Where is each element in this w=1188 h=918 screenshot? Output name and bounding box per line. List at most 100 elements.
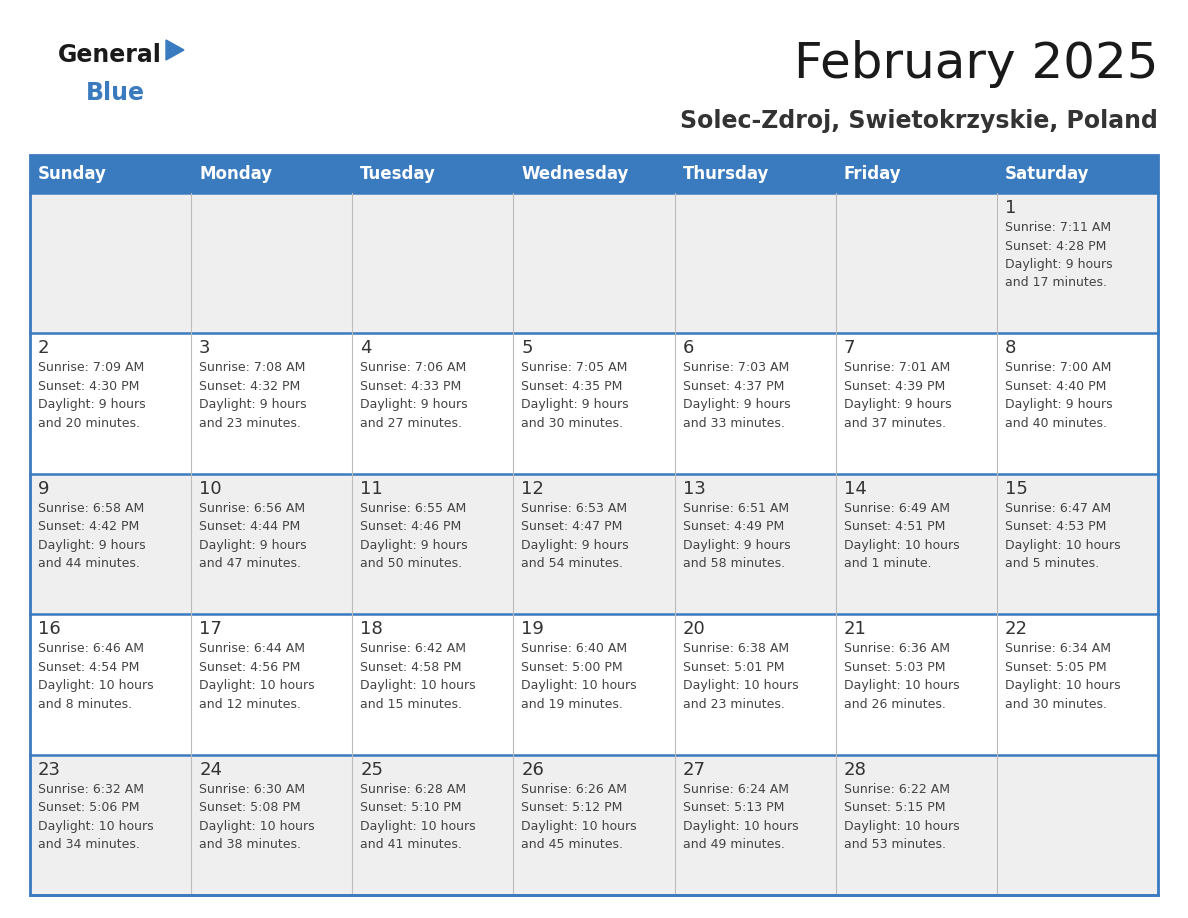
Bar (835, 333, 997, 474)
Bar (30, 755, 191, 895)
Bar (30, 155, 191, 193)
Bar (30, 155, 1158, 895)
Text: Sunrise: 6:34 AM
Sunset: 5:05 PM
Daylight: 10 hours
and 30 minutes.: Sunrise: 6:34 AM Sunset: 5:05 PM Dayligh… (1005, 643, 1120, 711)
Text: 23: 23 (38, 761, 61, 778)
Text: Sunrise: 6:42 AM
Sunset: 4:58 PM
Daylight: 10 hours
and 15 minutes.: Sunrise: 6:42 AM Sunset: 4:58 PM Dayligh… (360, 643, 476, 711)
Text: Sunrise: 7:11 AM
Sunset: 4:28 PM
Daylight: 9 hours
and 17 minutes.: Sunrise: 7:11 AM Sunset: 4:28 PM Dayligh… (1005, 221, 1112, 289)
Text: 26: 26 (522, 761, 544, 778)
Text: Wednesday: Wednesday (522, 165, 628, 183)
Text: 25: 25 (360, 761, 384, 778)
Text: 8: 8 (1005, 340, 1016, 357)
Bar (675, 193, 835, 333)
Polygon shape (166, 40, 184, 60)
Bar (30, 193, 191, 333)
Bar (835, 755, 997, 895)
Text: 17: 17 (200, 621, 222, 638)
Bar (353, 155, 513, 193)
Text: Sunrise: 6:46 AM
Sunset: 4:54 PM
Daylight: 10 hours
and 8 minutes.: Sunrise: 6:46 AM Sunset: 4:54 PM Dayligh… (38, 643, 153, 711)
Text: Friday: Friday (843, 165, 902, 183)
Text: Sunrise: 6:49 AM
Sunset: 4:51 PM
Daylight: 10 hours
and 1 minute.: Sunrise: 6:49 AM Sunset: 4:51 PM Dayligh… (843, 502, 960, 570)
Bar (30, 474, 191, 614)
Text: 7: 7 (843, 340, 855, 357)
Bar (835, 155, 997, 193)
Text: Monday: Monday (200, 165, 272, 183)
Text: Tuesday: Tuesday (360, 165, 436, 183)
Bar (191, 474, 353, 614)
Text: Sunrise: 6:47 AM
Sunset: 4:53 PM
Daylight: 10 hours
and 5 minutes.: Sunrise: 6:47 AM Sunset: 4:53 PM Dayligh… (1005, 502, 1120, 570)
Bar (675, 155, 835, 193)
Bar (191, 333, 353, 474)
Text: 14: 14 (843, 480, 866, 498)
Text: Sunrise: 6:53 AM
Sunset: 4:47 PM
Daylight: 9 hours
and 54 minutes.: Sunrise: 6:53 AM Sunset: 4:47 PM Dayligh… (522, 502, 630, 570)
Text: Blue: Blue (86, 81, 145, 105)
Bar (835, 474, 997, 614)
Bar (191, 755, 353, 895)
Bar (513, 333, 675, 474)
Text: Sunrise: 7:08 AM
Sunset: 4:32 PM
Daylight: 9 hours
and 23 minutes.: Sunrise: 7:08 AM Sunset: 4:32 PM Dayligh… (200, 362, 307, 430)
Bar (675, 474, 835, 614)
Text: Saturday: Saturday (1005, 165, 1089, 183)
Text: Sunrise: 7:00 AM
Sunset: 4:40 PM
Daylight: 9 hours
and 40 minutes.: Sunrise: 7:00 AM Sunset: 4:40 PM Dayligh… (1005, 362, 1112, 430)
Text: Sunrise: 6:56 AM
Sunset: 4:44 PM
Daylight: 9 hours
and 47 minutes.: Sunrise: 6:56 AM Sunset: 4:44 PM Dayligh… (200, 502, 307, 570)
Bar (997, 755, 1158, 895)
Text: 15: 15 (1005, 480, 1028, 498)
Bar (353, 614, 513, 755)
Text: General: General (58, 43, 162, 67)
Text: 6: 6 (683, 340, 694, 357)
Text: Sunrise: 6:51 AM
Sunset: 4:49 PM
Daylight: 9 hours
and 58 minutes.: Sunrise: 6:51 AM Sunset: 4:49 PM Dayligh… (683, 502, 790, 570)
Bar (353, 474, 513, 614)
Bar (835, 193, 997, 333)
Text: 12: 12 (522, 480, 544, 498)
Text: 20: 20 (683, 621, 706, 638)
Text: Sunrise: 7:09 AM
Sunset: 4:30 PM
Daylight: 9 hours
and 20 minutes.: Sunrise: 7:09 AM Sunset: 4:30 PM Dayligh… (38, 362, 146, 430)
Bar (353, 755, 513, 895)
Text: 5: 5 (522, 340, 533, 357)
Bar (675, 333, 835, 474)
Text: 27: 27 (683, 761, 706, 778)
Text: Thursday: Thursday (683, 165, 769, 183)
Text: Sunrise: 6:32 AM
Sunset: 5:06 PM
Daylight: 10 hours
and 34 minutes.: Sunrise: 6:32 AM Sunset: 5:06 PM Dayligh… (38, 783, 153, 851)
Text: Sunrise: 6:38 AM
Sunset: 5:01 PM
Daylight: 10 hours
and 23 minutes.: Sunrise: 6:38 AM Sunset: 5:01 PM Dayligh… (683, 643, 798, 711)
Text: Sunrise: 6:44 AM
Sunset: 4:56 PM
Daylight: 10 hours
and 12 minutes.: Sunrise: 6:44 AM Sunset: 4:56 PM Dayligh… (200, 643, 315, 711)
Bar (513, 614, 675, 755)
Text: Sunrise: 7:03 AM
Sunset: 4:37 PM
Daylight: 9 hours
and 33 minutes.: Sunrise: 7:03 AM Sunset: 4:37 PM Dayligh… (683, 362, 790, 430)
Text: 16: 16 (38, 621, 61, 638)
Text: Sunrise: 6:40 AM
Sunset: 5:00 PM
Daylight: 10 hours
and 19 minutes.: Sunrise: 6:40 AM Sunset: 5:00 PM Dayligh… (522, 643, 637, 711)
Text: Sunrise: 7:01 AM
Sunset: 4:39 PM
Daylight: 9 hours
and 37 minutes.: Sunrise: 7:01 AM Sunset: 4:39 PM Dayligh… (843, 362, 952, 430)
Bar (513, 474, 675, 614)
Text: Sunrise: 6:26 AM
Sunset: 5:12 PM
Daylight: 10 hours
and 45 minutes.: Sunrise: 6:26 AM Sunset: 5:12 PM Dayligh… (522, 783, 637, 851)
Text: Sunday: Sunday (38, 165, 107, 183)
Text: 9: 9 (38, 480, 50, 498)
Text: 28: 28 (843, 761, 866, 778)
Bar (191, 614, 353, 755)
Text: Sunrise: 6:55 AM
Sunset: 4:46 PM
Daylight: 9 hours
and 50 minutes.: Sunrise: 6:55 AM Sunset: 4:46 PM Dayligh… (360, 502, 468, 570)
Text: 11: 11 (360, 480, 383, 498)
Bar (835, 614, 997, 755)
Text: Sunrise: 7:05 AM
Sunset: 4:35 PM
Daylight: 9 hours
and 30 minutes.: Sunrise: 7:05 AM Sunset: 4:35 PM Dayligh… (522, 362, 630, 430)
Text: Sunrise: 6:28 AM
Sunset: 5:10 PM
Daylight: 10 hours
and 41 minutes.: Sunrise: 6:28 AM Sunset: 5:10 PM Dayligh… (360, 783, 476, 851)
Text: Sunrise: 6:58 AM
Sunset: 4:42 PM
Daylight: 9 hours
and 44 minutes.: Sunrise: 6:58 AM Sunset: 4:42 PM Dayligh… (38, 502, 146, 570)
Text: Sunrise: 6:36 AM
Sunset: 5:03 PM
Daylight: 10 hours
and 26 minutes.: Sunrise: 6:36 AM Sunset: 5:03 PM Dayligh… (843, 643, 960, 711)
Bar (997, 193, 1158, 333)
Text: 13: 13 (683, 480, 706, 498)
Bar (30, 333, 191, 474)
Bar (997, 155, 1158, 193)
Bar (513, 155, 675, 193)
Text: Sunrise: 7:06 AM
Sunset: 4:33 PM
Daylight: 9 hours
and 27 minutes.: Sunrise: 7:06 AM Sunset: 4:33 PM Dayligh… (360, 362, 468, 430)
Bar (30, 614, 191, 755)
Bar (997, 614, 1158, 755)
Text: Sunrise: 6:22 AM
Sunset: 5:15 PM
Daylight: 10 hours
and 53 minutes.: Sunrise: 6:22 AM Sunset: 5:15 PM Dayligh… (843, 783, 960, 851)
Text: 3: 3 (200, 340, 210, 357)
Text: 4: 4 (360, 340, 372, 357)
Text: February 2025: February 2025 (794, 40, 1158, 88)
Text: 2: 2 (38, 340, 50, 357)
Bar (675, 614, 835, 755)
Text: 21: 21 (843, 621, 866, 638)
Text: Solec-Zdroj, Swietokrzyskie, Poland: Solec-Zdroj, Swietokrzyskie, Poland (680, 109, 1158, 133)
Text: 18: 18 (360, 621, 383, 638)
Text: 1: 1 (1005, 199, 1016, 217)
Bar (191, 193, 353, 333)
Text: 19: 19 (522, 621, 544, 638)
Text: 10: 10 (200, 480, 222, 498)
Bar (513, 755, 675, 895)
